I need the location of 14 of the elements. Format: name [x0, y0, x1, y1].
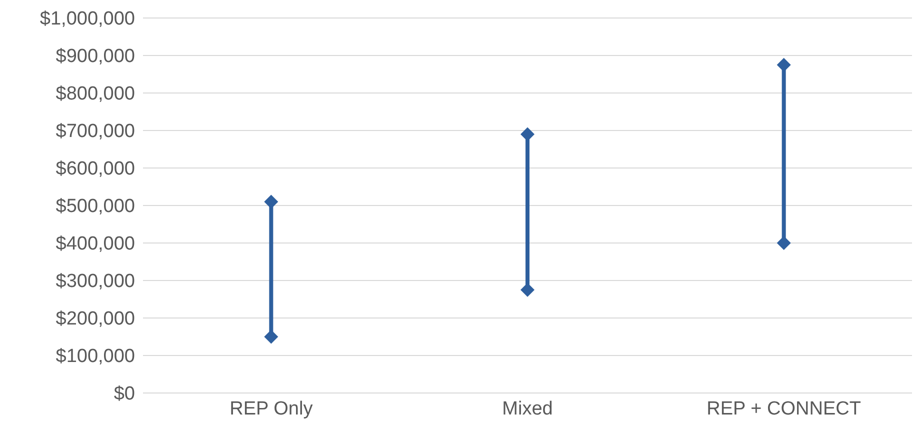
y-tick-label: $700,000 [56, 121, 135, 142]
y-tick-label: $300,000 [56, 271, 135, 292]
x-tick-label: Mixed [502, 398, 553, 420]
y-tick-label: $800,000 [56, 84, 135, 105]
y-tick-label: $0 [114, 384, 135, 405]
y-tick-label: $100,000 [56, 346, 135, 368]
y-tick-label: $500,000 [56, 196, 135, 218]
y-tick-label: $1,000,000 [40, 8, 135, 30]
y-tick-label: $600,000 [56, 158, 135, 180]
x-tick-label: REP Only [230, 398, 314, 420]
y-tick-label: $200,000 [56, 308, 135, 330]
x-tick-label: REP + CONNECT [706, 398, 862, 420]
y-tick-label: $400,000 [56, 234, 135, 255]
y-tick-label: $900,000 [56, 46, 135, 68]
